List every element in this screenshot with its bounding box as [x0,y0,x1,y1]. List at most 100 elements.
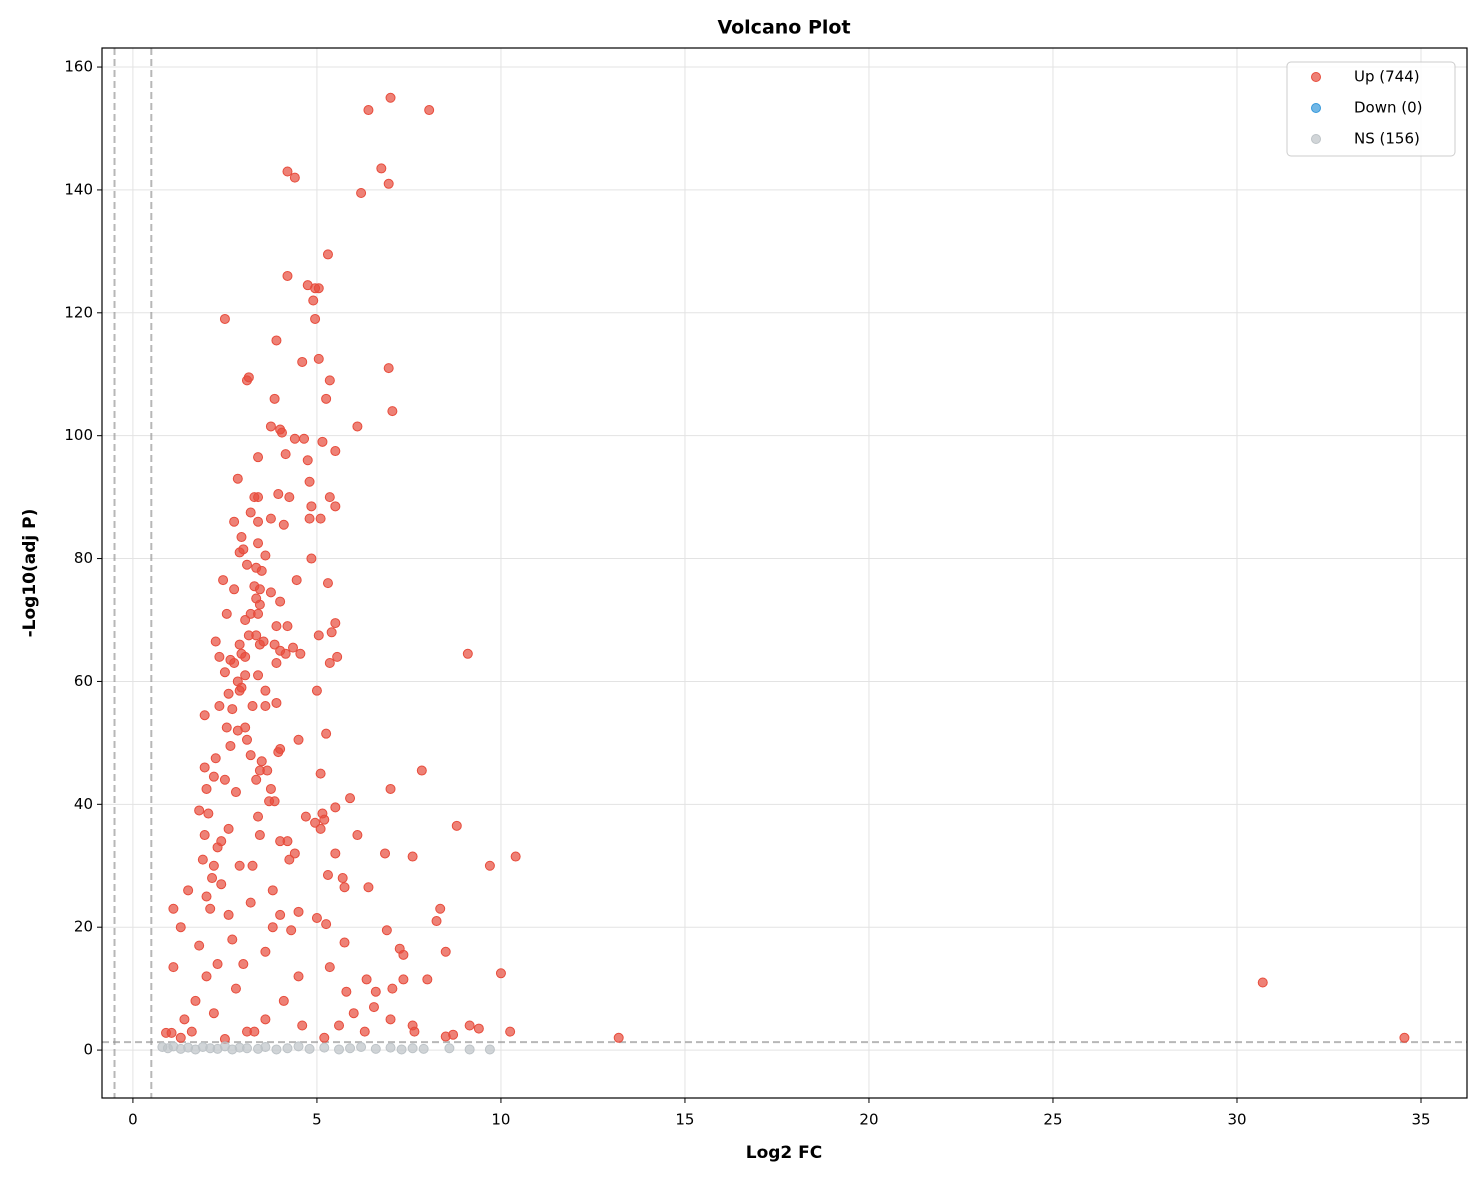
point [275,909,286,920]
point [262,765,273,776]
point [240,670,251,681]
legend-marker [1311,103,1321,113]
point [203,808,214,819]
point [218,575,229,586]
point [473,1023,484,1034]
point [289,172,300,183]
y-tick-label: 20 [74,918,93,936]
point [339,882,350,893]
point [271,697,282,708]
point [275,596,286,607]
point [238,959,249,970]
point [271,335,282,346]
point [322,578,333,589]
point [321,728,332,739]
point [289,848,300,859]
axes-frame [101,47,1468,1099]
point [286,925,297,936]
point [330,802,341,813]
point [363,882,374,893]
legend-label: NS (156) [1354,130,1420,148]
y-tick-label: 0 [83,1041,93,1059]
point [416,765,427,776]
point [265,513,276,524]
point [282,166,293,177]
point [361,974,372,985]
point [249,1026,260,1037]
point [194,940,205,951]
point [273,489,284,500]
point [229,584,240,595]
point [219,774,230,785]
point [315,768,326,779]
point [227,934,238,945]
point [317,436,328,447]
point [208,860,219,871]
legend-label: Down (0) [1354,99,1423,117]
point [284,492,295,503]
x-tick-label: 35 [1411,1111,1430,1129]
point [289,433,300,444]
point [385,1042,396,1053]
point [271,658,282,669]
point [194,805,205,816]
point [345,793,356,804]
point [186,1026,197,1037]
point [315,513,326,524]
point [280,648,291,659]
point [330,501,341,512]
point [324,658,335,669]
point [282,1043,293,1054]
point [175,1032,186,1043]
point [216,879,227,890]
point [324,375,335,386]
point [197,854,208,865]
point [332,651,343,662]
point [229,658,240,669]
point [265,783,276,794]
point [230,787,241,798]
point [271,621,282,632]
legend-marker [1311,72,1321,82]
point [269,796,280,807]
point [254,639,265,650]
point [376,163,387,174]
point [310,817,321,828]
point [201,971,212,982]
point [253,452,264,463]
point [368,1002,379,1013]
point [282,621,293,632]
x-axis-label: Log2 FC [746,1143,823,1163]
point [253,492,264,503]
point [284,854,295,865]
point [380,848,391,859]
point [324,962,335,973]
point [183,885,194,896]
point [370,1043,381,1054]
point [243,630,254,641]
x-tick-label: 15 [675,1111,694,1129]
point [326,627,337,638]
point [175,922,186,933]
y-tick-label: 80 [74,549,93,567]
point [240,722,251,733]
point [313,630,324,641]
point [315,823,326,834]
point [444,1043,455,1054]
point [242,375,253,386]
x-tick-label: 25 [1043,1111,1062,1129]
point [409,1026,420,1037]
point [424,105,435,116]
point [435,903,446,914]
point [245,507,256,518]
point [304,513,315,524]
point [265,421,276,432]
point [208,771,219,782]
y-tick-label: 60 [74,672,93,690]
point [265,587,276,598]
point [299,433,310,444]
point [319,814,330,825]
point [385,92,396,103]
point [201,783,212,794]
point [254,584,265,595]
